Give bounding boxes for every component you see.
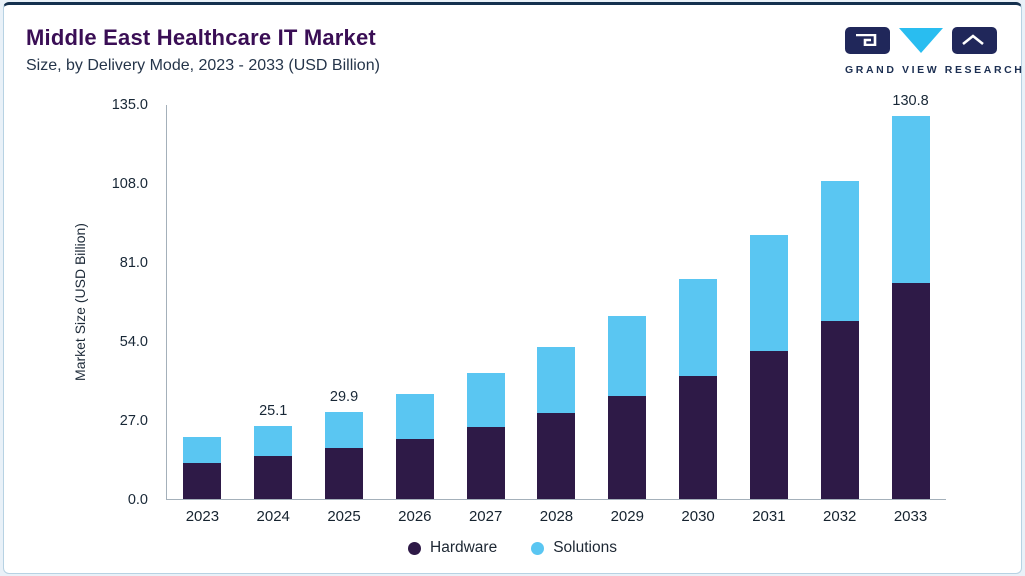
- bar-solutions-2023: [183, 437, 222, 464]
- chart-card: Middle East Healthcare IT Market Size, b…: [3, 2, 1022, 574]
- x-axis-label-2023: 2023: [185, 508, 220, 525]
- bar-hardware-2031: [749, 350, 788, 499]
- legend: Hardware Solutions: [4, 539, 1021, 557]
- legend-label-hardware: Hardware: [430, 539, 498, 556]
- bar-column-2027: 2027: [466, 105, 505, 525]
- legend-item-solutions: Solutions: [531, 539, 617, 557]
- bar-solutions-2032: [820, 181, 859, 322]
- x-axis-label-2031: 2031: [752, 508, 786, 525]
- hardware-legend-dot-icon: [408, 541, 422, 555]
- x-axis-label-2028: 2028: [539, 508, 574, 525]
- x-axis-label-2029: 2029: [610, 508, 644, 525]
- bar-solutions-2028: [537, 347, 576, 413]
- bar-column-2026: 2026: [395, 105, 434, 525]
- bar-total-label-2033: 130.8: [892, 93, 929, 110]
- bar-column-2028: 2028: [537, 105, 576, 525]
- bar-solutions-2030: [679, 279, 718, 376]
- logo-right-square: [952, 27, 997, 54]
- page-title: Middle East Healthcare IT Market: [26, 25, 376, 50]
- y-tick-label: 54.0: [119, 334, 148, 350]
- bar-hardware-2030: [679, 375, 718, 499]
- y-tick-label: 108.0: [111, 176, 148, 192]
- bar-column-2033: 130.8 2033: [891, 93, 930, 525]
- bar-hardware-2026: [395, 438, 434, 499]
- x-axis-label-2026: 2026: [398, 508, 432, 525]
- logo-r-icon: [962, 34, 984, 46]
- plot-area: 2023 25.1 2024 29.9 2025 2026 2027 2028 2029 2030…: [166, 93, 946, 525]
- logo-text: GRAND VIEW RESEARCH: [845, 64, 1025, 76]
- bar-hardware-2029: [608, 396, 647, 499]
- grand-view-research-logo: GRAND VIEW RESEARCH: [845, 27, 1025, 76]
- legend-item-hardware: Hardware: [408, 539, 497, 557]
- bar-total-label-2024: 25.1: [259, 402, 288, 419]
- bar-solutions-2029: [608, 316, 647, 397]
- bar-solutions-2025: [325, 411, 364, 449]
- bar-solutions-2027: [466, 372, 505, 428]
- x-axis-label-2024: 2024: [256, 508, 290, 525]
- bar-column-2025: 29.9 2025: [325, 105, 364, 525]
- solutions-legend-dot-icon: [531, 541, 545, 555]
- bar-solutions-2026: [395, 393, 434, 439]
- bar-solutions-2024: [254, 425, 293, 457]
- bar-column-2032: 2032: [820, 105, 859, 525]
- logo-shapes: [845, 27, 997, 57]
- bar-hardware-2024: [254, 456, 293, 499]
- bar-hardware-2025: [325, 448, 364, 499]
- bar-hardware-2033: [891, 282, 930, 499]
- y-tick-label: 135.0: [111, 97, 148, 113]
- logo-left-square: [845, 27, 890, 54]
- bar-column-2031: 2031: [749, 105, 788, 525]
- y-axis-title: Market Size (USD Billion): [72, 223, 88, 381]
- bar-column-2024: 25.1 2024: [254, 105, 293, 525]
- x-axis-label-2027: 2027: [468, 508, 503, 525]
- y-axis-ticks: 0.0 27.0 54.0 81.0 108.0 135.0: [92, 97, 156, 508]
- x-axis-label-2033: 2033: [893, 508, 928, 525]
- bar-hardware-2028: [537, 412, 576, 499]
- bar-hardware-2027: [466, 427, 505, 499]
- page-subtitle: Size, by Delivery Mode, 2023 - 2033 (USD…: [26, 57, 380, 74]
- legend-label-solutions: Solutions: [553, 539, 617, 556]
- x-axis-label-2030: 2030: [681, 508, 715, 525]
- y-tick-label: 27.0: [119, 413, 148, 429]
- bar-solutions-2031: [749, 234, 788, 351]
- bar-column-2023: 2023: [183, 105, 222, 525]
- y-tick-label: 0.0: [127, 492, 148, 508]
- bar-solutions-2033: [891, 116, 930, 283]
- bar-hardware-2023: [183, 463, 222, 499]
- logo-g-icon: [856, 34, 877, 46]
- y-tick-label: 81.0: [119, 255, 148, 271]
- x-axis-label-2032: 2032: [823, 508, 857, 525]
- logo-triangle-icon: [899, 28, 943, 53]
- bar-total-label-2025: 29.9: [329, 388, 359, 405]
- bar-column-2029: 2029: [608, 105, 647, 525]
- bar-hardware-2032: [820, 321, 859, 499]
- bar-column-2030: 2030: [679, 105, 718, 525]
- x-axis-label-2025: 2025: [327, 508, 361, 525]
